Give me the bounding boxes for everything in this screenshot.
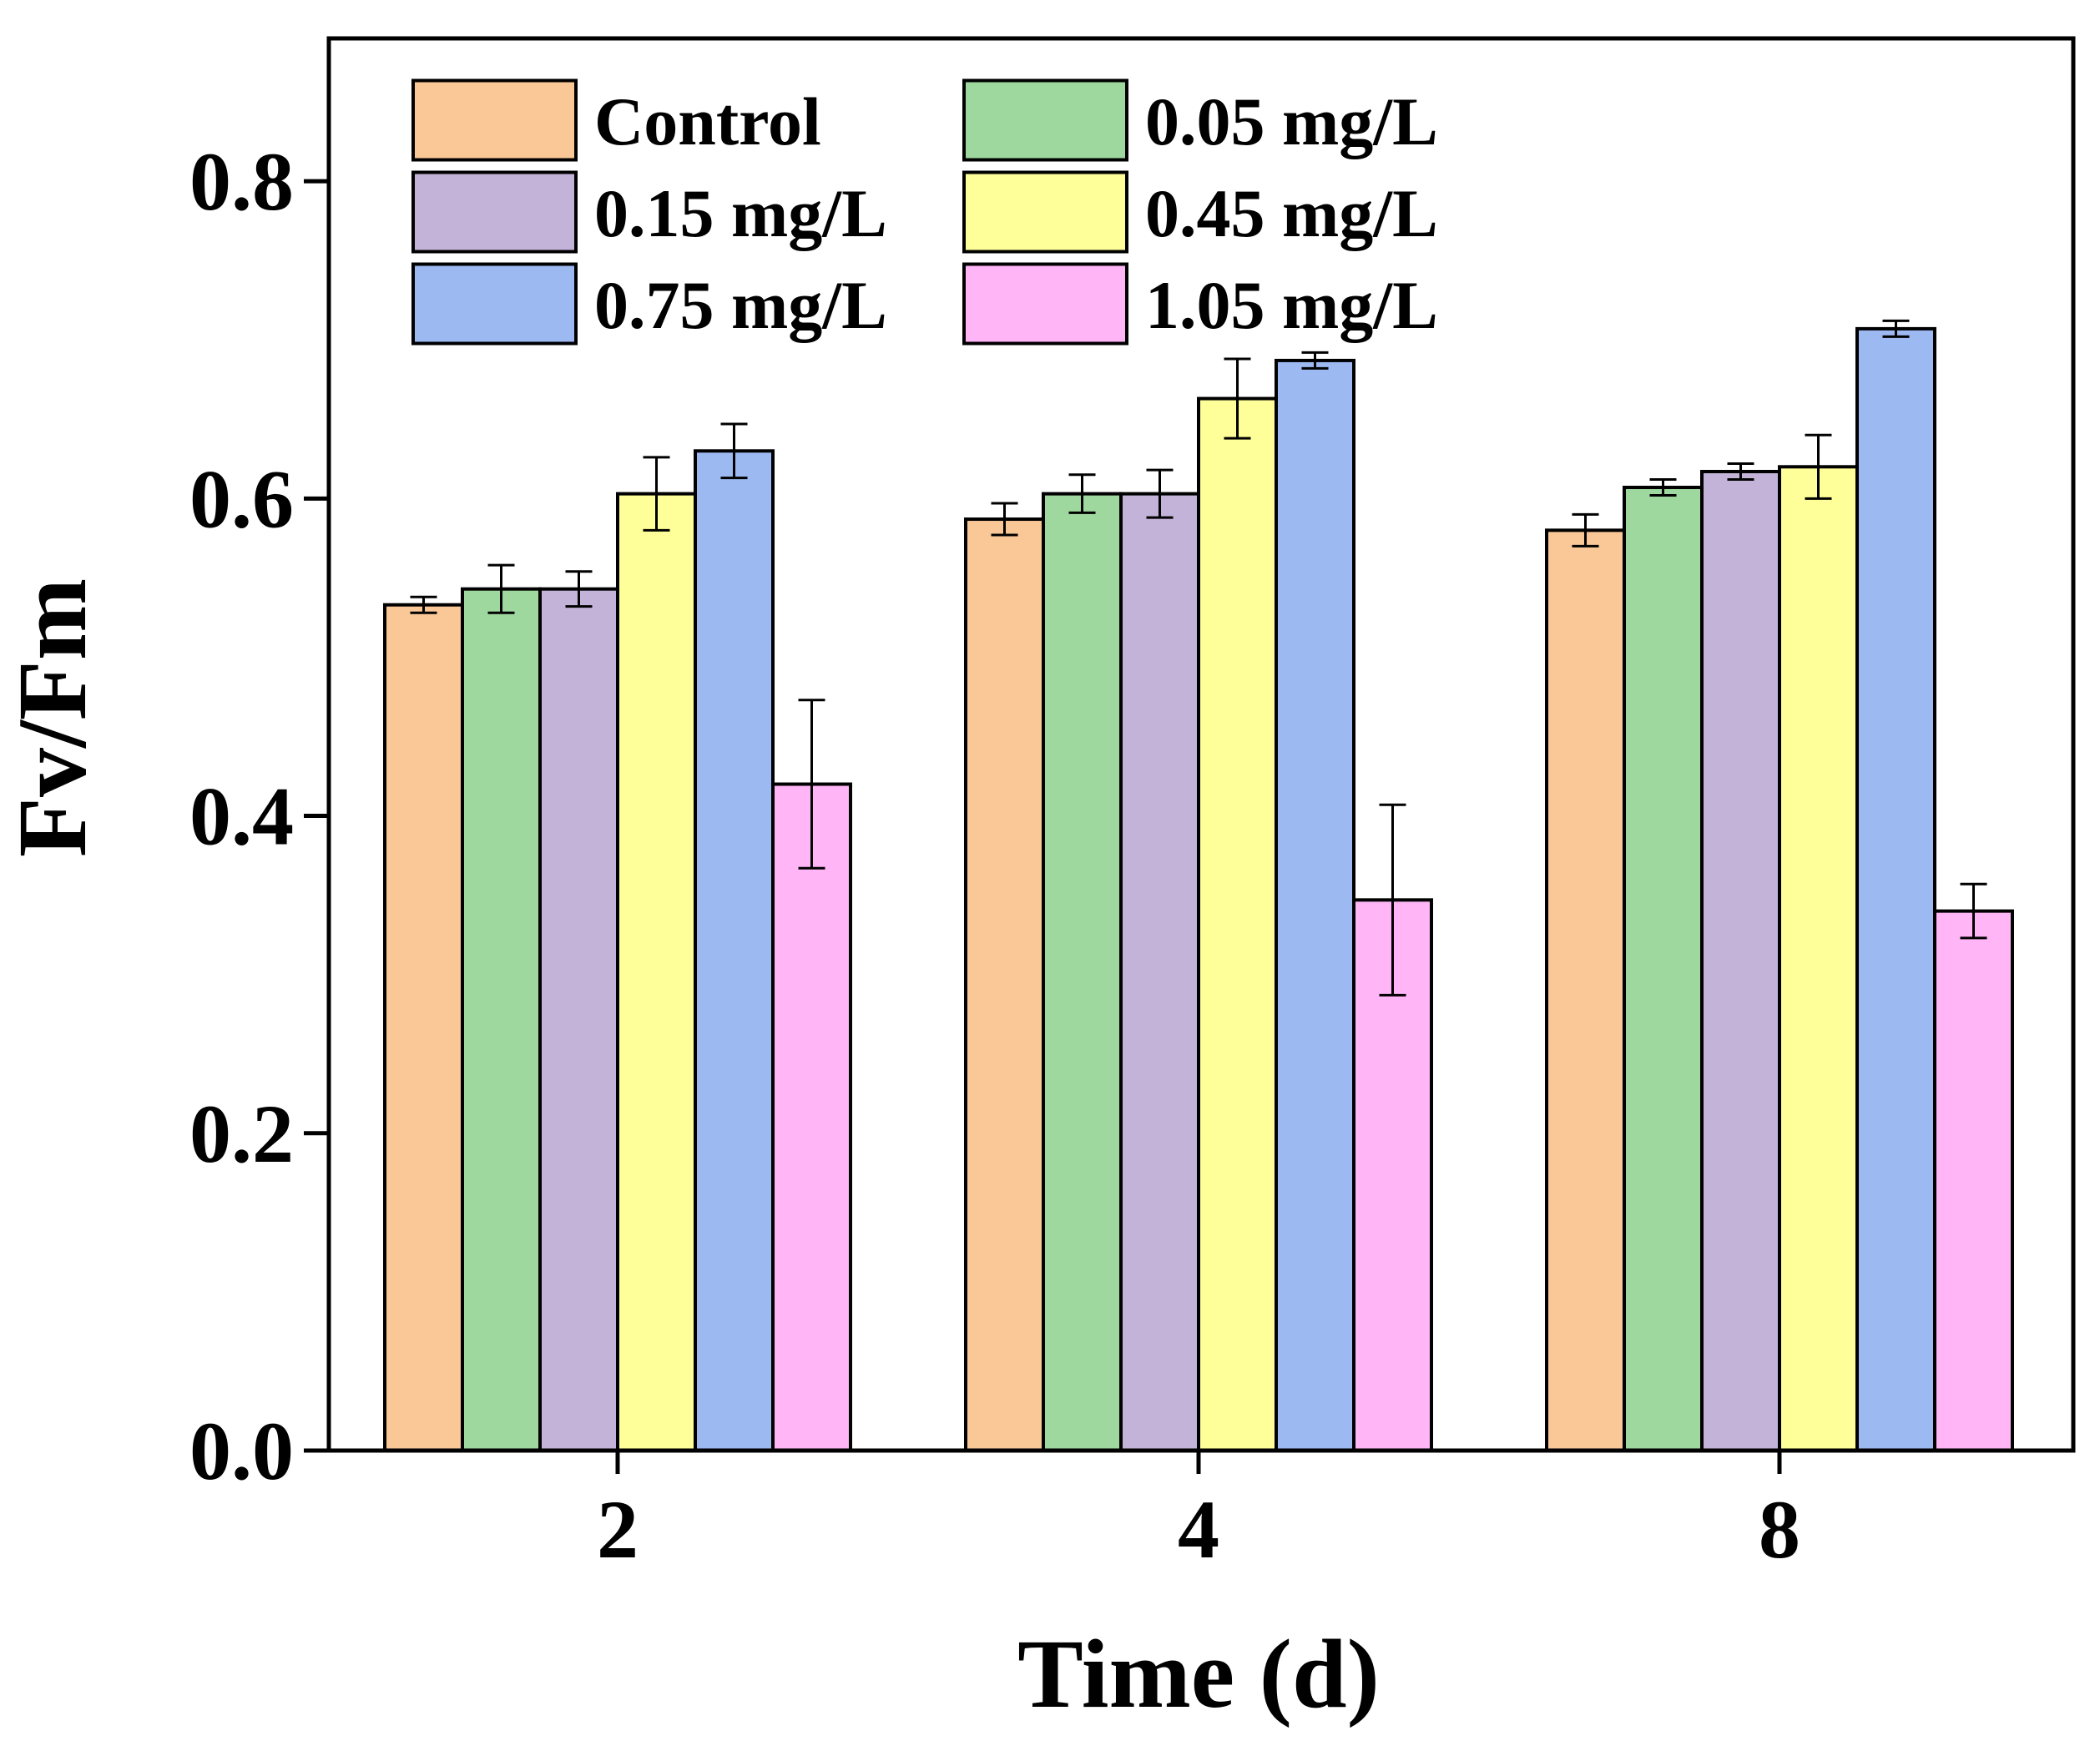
legend-label: 0.05 mg/L xyxy=(1145,83,1438,159)
bar-0-05-mg-l-day-4 xyxy=(1042,492,1123,1453)
bar-0-05-mg-l-day-2 xyxy=(461,587,542,1452)
x-axis: 2 4 8 xyxy=(597,1451,1800,1576)
bar-control-day-4 xyxy=(964,517,1045,1453)
bar-0-75-mg-l-day-2 xyxy=(694,449,775,1452)
y-axis-title: Fv/Fm xyxy=(0,578,107,857)
bars-layer xyxy=(383,326,2014,1453)
bar-0-45-mg-l-day-8 xyxy=(1778,465,1859,1452)
legend-item: 0.05 mg/L xyxy=(962,78,1438,162)
legend-item: 0.15 mg/L xyxy=(411,170,887,254)
x-tick-label: 2 xyxy=(597,1483,639,1576)
legend-label: 1.05 mg/L xyxy=(1145,267,1438,343)
error-bar xyxy=(1960,882,1987,940)
error-bars-layer xyxy=(410,319,1987,997)
error-bar xyxy=(720,422,748,480)
bar-0-45-mg-l-day-4 xyxy=(1197,396,1278,1452)
bar-0-75-mg-l-day-8 xyxy=(1855,326,1936,1452)
error-bar xyxy=(991,502,1018,537)
error-bar xyxy=(1301,351,1329,370)
bar-0-05-mg-l-day-8 xyxy=(1623,486,1704,1453)
x-tick-label: 8 xyxy=(1759,1483,1800,1576)
legend-swatch xyxy=(962,262,1128,346)
error-bar xyxy=(1146,468,1174,519)
bar-1-05-mg-l-day-2 xyxy=(771,782,852,1452)
y-tick-label: 0.0 xyxy=(189,1405,294,1497)
legend-item: Control xyxy=(411,78,821,162)
y-tick-label: 0.8 xyxy=(189,135,294,228)
error-bar xyxy=(798,699,825,870)
bar-0-15-mg-l-day-8 xyxy=(1700,470,1781,1452)
legend-swatch xyxy=(411,170,578,254)
bar-1-05-mg-l-day-8 xyxy=(1933,909,2014,1452)
error-bar xyxy=(1224,357,1251,440)
error-bar xyxy=(1882,319,1910,338)
bar-0-45-mg-l-day-2 xyxy=(616,492,697,1453)
bar-0-15-mg-l-day-4 xyxy=(1119,492,1200,1453)
legend-swatch xyxy=(411,262,578,346)
error-bar xyxy=(565,570,593,608)
legend-swatch xyxy=(962,78,1128,162)
error-bar xyxy=(643,456,670,532)
error-bar xyxy=(1727,462,1754,482)
y-axis: 0.0 0.2 0.4 0.6 0.8 xyxy=(189,135,329,1497)
plot-frame xyxy=(326,36,2076,1453)
legend-item: 0.45 mg/L xyxy=(962,170,1438,254)
x-tick-label: 4 xyxy=(1178,1483,1219,1576)
x-axis-title: Time (d) xyxy=(1017,1619,1380,1728)
legend-item: 1.05 mg/L xyxy=(962,262,1438,346)
error-bar xyxy=(410,595,437,614)
error-bar xyxy=(1572,512,1599,548)
error-bar xyxy=(487,563,515,614)
bar-control-day-2 xyxy=(383,603,464,1452)
legend-label: Control xyxy=(594,83,821,159)
error-bar xyxy=(1649,478,1677,497)
error-bar xyxy=(1805,433,1832,500)
legend-swatch xyxy=(411,78,578,162)
error-bar xyxy=(1379,803,1406,997)
legend-label: 0.75 mg/L xyxy=(594,267,887,343)
legend-label: 0.45 mg/L xyxy=(1145,175,1438,251)
y-tick-label: 0.6 xyxy=(189,452,294,545)
legend-item: 0.75 mg/L xyxy=(411,262,887,346)
legend-label: 0.15 mg/L xyxy=(594,175,887,251)
bar-0-75-mg-l-day-4 xyxy=(1275,358,1355,1452)
y-tick-label: 0.2 xyxy=(189,1087,294,1180)
error-bar xyxy=(1068,473,1096,514)
bar-control-day-8 xyxy=(1545,528,1626,1453)
bar-0-15-mg-l-day-2 xyxy=(538,587,619,1452)
legend-swatch xyxy=(962,170,1128,254)
legend: Control 0.05 mg/L 0.15 mg/L 0.45 mg/L 0.75 m… xyxy=(411,78,1438,346)
y-tick-label: 0.4 xyxy=(189,770,294,863)
